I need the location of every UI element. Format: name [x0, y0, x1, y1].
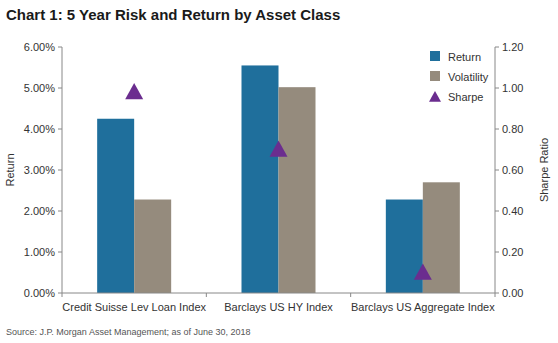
y-axis-label: Return: [4, 153, 16, 186]
bar: [134, 200, 171, 293]
y-tick-label: 4.00%: [24, 123, 55, 135]
y-tick: [58, 293, 62, 294]
bar: [279, 87, 316, 293]
x-tick: [206, 293, 207, 297]
y-tick-label: 2.00%: [24, 205, 55, 217]
y-tick: [58, 211, 62, 212]
y-tick: [58, 88, 62, 89]
y2-tick: [495, 88, 499, 89]
y2-tick-label: 1.20: [502, 41, 523, 53]
x-axis-line: [62, 293, 495, 294]
bar: [97, 119, 134, 293]
x-tick: [495, 293, 496, 297]
x-tick-label: Barclays US HY Index: [224, 301, 333, 313]
x-tick-label: Barclays US Aggregate Index: [351, 301, 495, 313]
y2-tick-label: 0.00: [502, 287, 523, 299]
y-tick: [58, 252, 62, 253]
marker: [125, 83, 143, 99]
legend-swatch: [430, 51, 440, 61]
y-tick-label: 0.00%: [24, 287, 55, 299]
y-tick: [58, 170, 62, 171]
y-tick-label: 5.00%: [24, 82, 55, 94]
y-tick: [58, 129, 62, 130]
y2-tick-label: 0.80: [502, 123, 523, 135]
y2-tick-label: 0.40: [502, 205, 523, 217]
y2-tick: [495, 293, 499, 294]
plot-area: [97, 65, 460, 293]
y2-tick: [495, 252, 499, 253]
legend-swatch: [429, 91, 441, 102]
y2-tick-label: 0.20: [502, 246, 523, 258]
x-tick: [350, 293, 351, 297]
source-note: Source: J.P. Morgan Asset Management; as…: [6, 327, 251, 337]
y-tick-label: 3.00%: [24, 164, 55, 176]
chart: Chart 1: 5 Year Risk and Return by Asset…: [0, 0, 558, 343]
y2-axis-label: Sharpe Ratio: [538, 138, 550, 202]
legend: Return Volatility Sharpe: [429, 51, 489, 103]
marker: [270, 141, 288, 157]
y-tick-label: 1.00%: [24, 246, 55, 258]
legend-label: Sharpe: [448, 91, 483, 103]
legend-swatch: [430, 71, 440, 81]
y2-tick-label: 1.00: [502, 82, 523, 94]
x-tick: [62, 293, 63, 297]
axes: 0.00% 1.00% 2.00% 3.00% 4.00% 5.00% 6.00% 0.00 0…: [24, 41, 524, 313]
y2-tick: [495, 170, 499, 171]
y2-tick: [495, 211, 499, 212]
bar: [242, 65, 279, 293]
y-tick-label: 6.00%: [24, 41, 55, 53]
x-tick-label: Credit Suisse Lev Loan Index: [62, 301, 206, 313]
legend-label: Volatility: [448, 71, 489, 83]
marker: [414, 264, 432, 280]
legend-label: Return: [448, 51, 481, 63]
y-tick: [58, 47, 62, 48]
y2-tick: [495, 47, 499, 48]
y2-tick: [495, 129, 499, 130]
title: Chart 1: 5 Year Risk and Return by Asset…: [6, 6, 340, 23]
y2-tick-label: 0.60: [502, 164, 523, 176]
